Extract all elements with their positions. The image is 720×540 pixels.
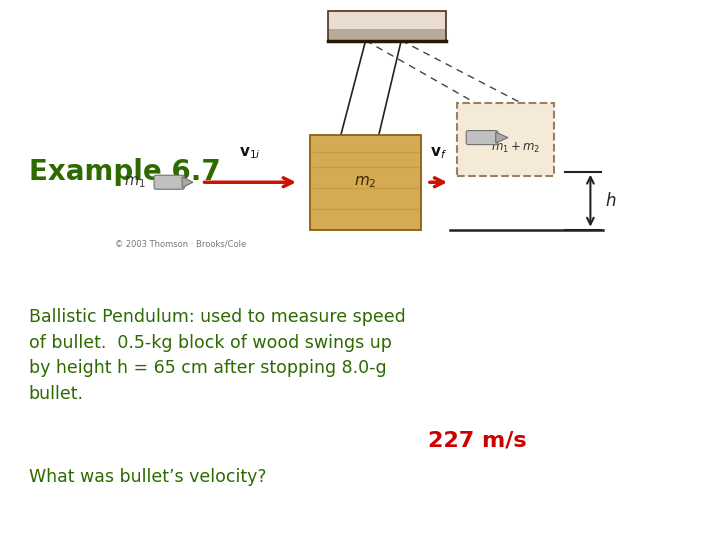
Text: What was bullet’s velocity?: What was bullet’s velocity?	[29, 468, 266, 486]
Bar	[457, 103, 554, 176]
Text: Example 6.7: Example 6.7	[29, 158, 220, 186]
Text: Ballistic Pendulum: used to measure speed
of bullet.  0.5-kg block of wood swing: Ballistic Pendulum: used to measure spee…	[29, 308, 405, 403]
Text: $\mathbf{v}_f$: $\mathbf{v}_f$	[430, 145, 447, 160]
FancyBboxPatch shape	[467, 131, 498, 145]
Polygon shape	[496, 132, 508, 143]
Bar	[310, 135, 421, 230]
Bar	[328, 11, 446, 29]
Text: $m_2$: $m_2$	[354, 174, 377, 190]
Text: © 2003 Thomson · Brooks/Cole: © 2003 Thomson · Brooks/Cole	[115, 239, 246, 248]
Bar	[328, 11, 446, 40]
Polygon shape	[182, 177, 193, 188]
Text: $m_1 + m_2$: $m_1 + m_2$	[491, 141, 540, 155]
Bar	[328, 29, 446, 40]
Text: $m_1$: $m_1$	[124, 174, 145, 190]
Text: $h$: $h$	[605, 192, 616, 210]
Text: $\mathbf{v}_{1i}$: $\mathbf{v}_{1i}$	[239, 145, 261, 160]
FancyBboxPatch shape	[154, 175, 184, 190]
Text: 227 m/s: 227 m/s	[428, 431, 527, 451]
